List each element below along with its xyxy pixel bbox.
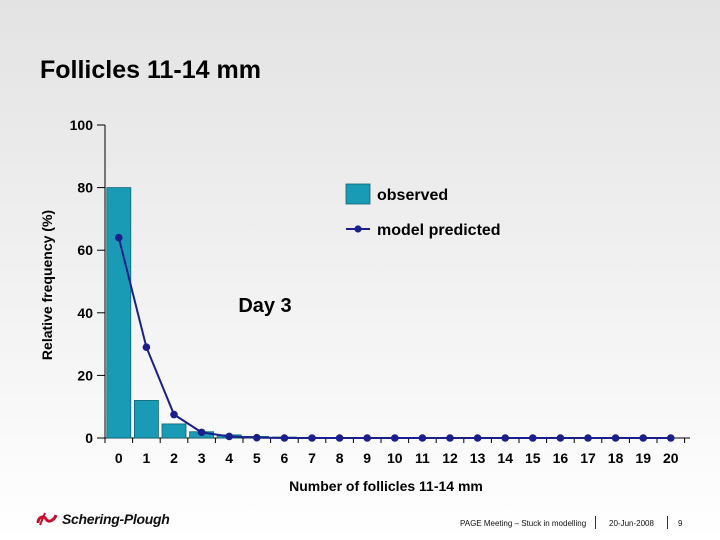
model-predicted-polyline [117, 237, 671, 439]
x-tick-label: 19 [635, 450, 651, 466]
model-predicted-point [308, 434, 316, 442]
model-predicted-point [473, 434, 482, 442]
logo-text: Schering-Plough [62, 511, 170, 527]
x-tick-label: 9 [363, 450, 371, 466]
footer-divider [595, 516, 596, 529]
y-tick-label: 100 [70, 117, 94, 133]
x-tick-label: 20 [663, 450, 679, 466]
x-tick-label: 15 [525, 450, 541, 466]
schering-plough-logo-icon [36, 512, 58, 526]
footer-meeting: PAGE Meeting – Stuck in modelling [460, 519, 587, 528]
x-tick-label: 1 [143, 450, 151, 466]
model-predicted-point [446, 434, 454, 442]
y-axis: 0 20 40 60 80 100 [70, 117, 106, 446]
model-predicted-point [115, 233, 123, 242]
model-predicted-point [391, 434, 399, 442]
x-tick-label: 6 [281, 450, 289, 466]
model-predicted-point [170, 410, 178, 419]
observed-bars [106, 187, 325, 439]
model-predicted-point [252, 433, 261, 442]
x-axis: 0 1 2 3 4 5 6 7 8 9 10 11 12 13 14 15 16 17 18 19 20 [104, 437, 690, 466]
model-predicted-point [363, 434, 372, 442]
x-tick-label: 5 [253, 450, 261, 466]
x-tick-label: 18 [608, 450, 624, 466]
model-predicted-point [501, 434, 510, 442]
x-tick-label: 12 [442, 450, 458, 466]
bar-observed [161, 423, 187, 439]
footer-date: 20-Jun-2008 [609, 519, 654, 528]
y-tick-label: 0 [85, 430, 93, 446]
footer-divider [667, 516, 668, 529]
model-predicted-point [280, 434, 289, 442]
model-predicted-point [639, 434, 647, 442]
bar-observed [133, 400, 159, 439]
y-axis-label: Relative frequency (%) [39, 210, 55, 360]
company-logo: Schering-Plough [36, 511, 170, 527]
legend-model-label: model predicted [377, 222, 501, 239]
x-tick-label: 3 [198, 450, 206, 466]
x-tick-label: 10 [387, 450, 403, 466]
x-tick-label: 13 [470, 450, 486, 466]
day-annotation: Day 3 [238, 295, 291, 317]
model-predicted-point [611, 434, 620, 442]
model-predicted-line [115, 233, 675, 442]
model-predicted-point [667, 434, 675, 442]
x-tick-label: 7 [308, 450, 316, 466]
legend-observed-swatch [345, 183, 371, 205]
model-predicted-point [335, 434, 344, 442]
x-tick-label: 16 [553, 450, 569, 466]
x-tick-label: 17 [580, 450, 596, 466]
x-tick-label: 14 [497, 450, 513, 466]
x-tick-label: 4 [225, 450, 233, 466]
x-tick-label: 2 [170, 450, 178, 466]
legend-model-marker [354, 225, 362, 233]
x-tick-label: 8 [336, 450, 344, 466]
bar-observed [106, 187, 132, 439]
model-predicted-point [197, 428, 206, 437]
y-tick-label: 60 [77, 242, 93, 258]
footer: Schering-Plough PAGE Meeting – Stuck in … [0, 505, 720, 540]
legend-observed-label: observed [377, 187, 448, 204]
model-predicted-point [529, 434, 537, 442]
x-tick-label: 0 [115, 450, 123, 466]
x-tick-label: 11 [415, 450, 430, 466]
y-tick-label: 20 [77, 367, 93, 383]
model-predicted-point [584, 434, 592, 442]
model-predicted-point [142, 343, 151, 352]
model-predicted-point [225, 432, 233, 441]
slide-title: Follicles 11-14 mm [40, 56, 261, 84]
footer-page-number: 9 [678, 519, 683, 528]
model-predicted-point [556, 434, 565, 442]
y-tick-label: 40 [77, 305, 93, 321]
x-axis-label: Number of follicles 11-14 mm [289, 478, 483, 494]
model-predicted-point [418, 434, 427, 442]
y-tick-label: 80 [77, 180, 93, 196]
